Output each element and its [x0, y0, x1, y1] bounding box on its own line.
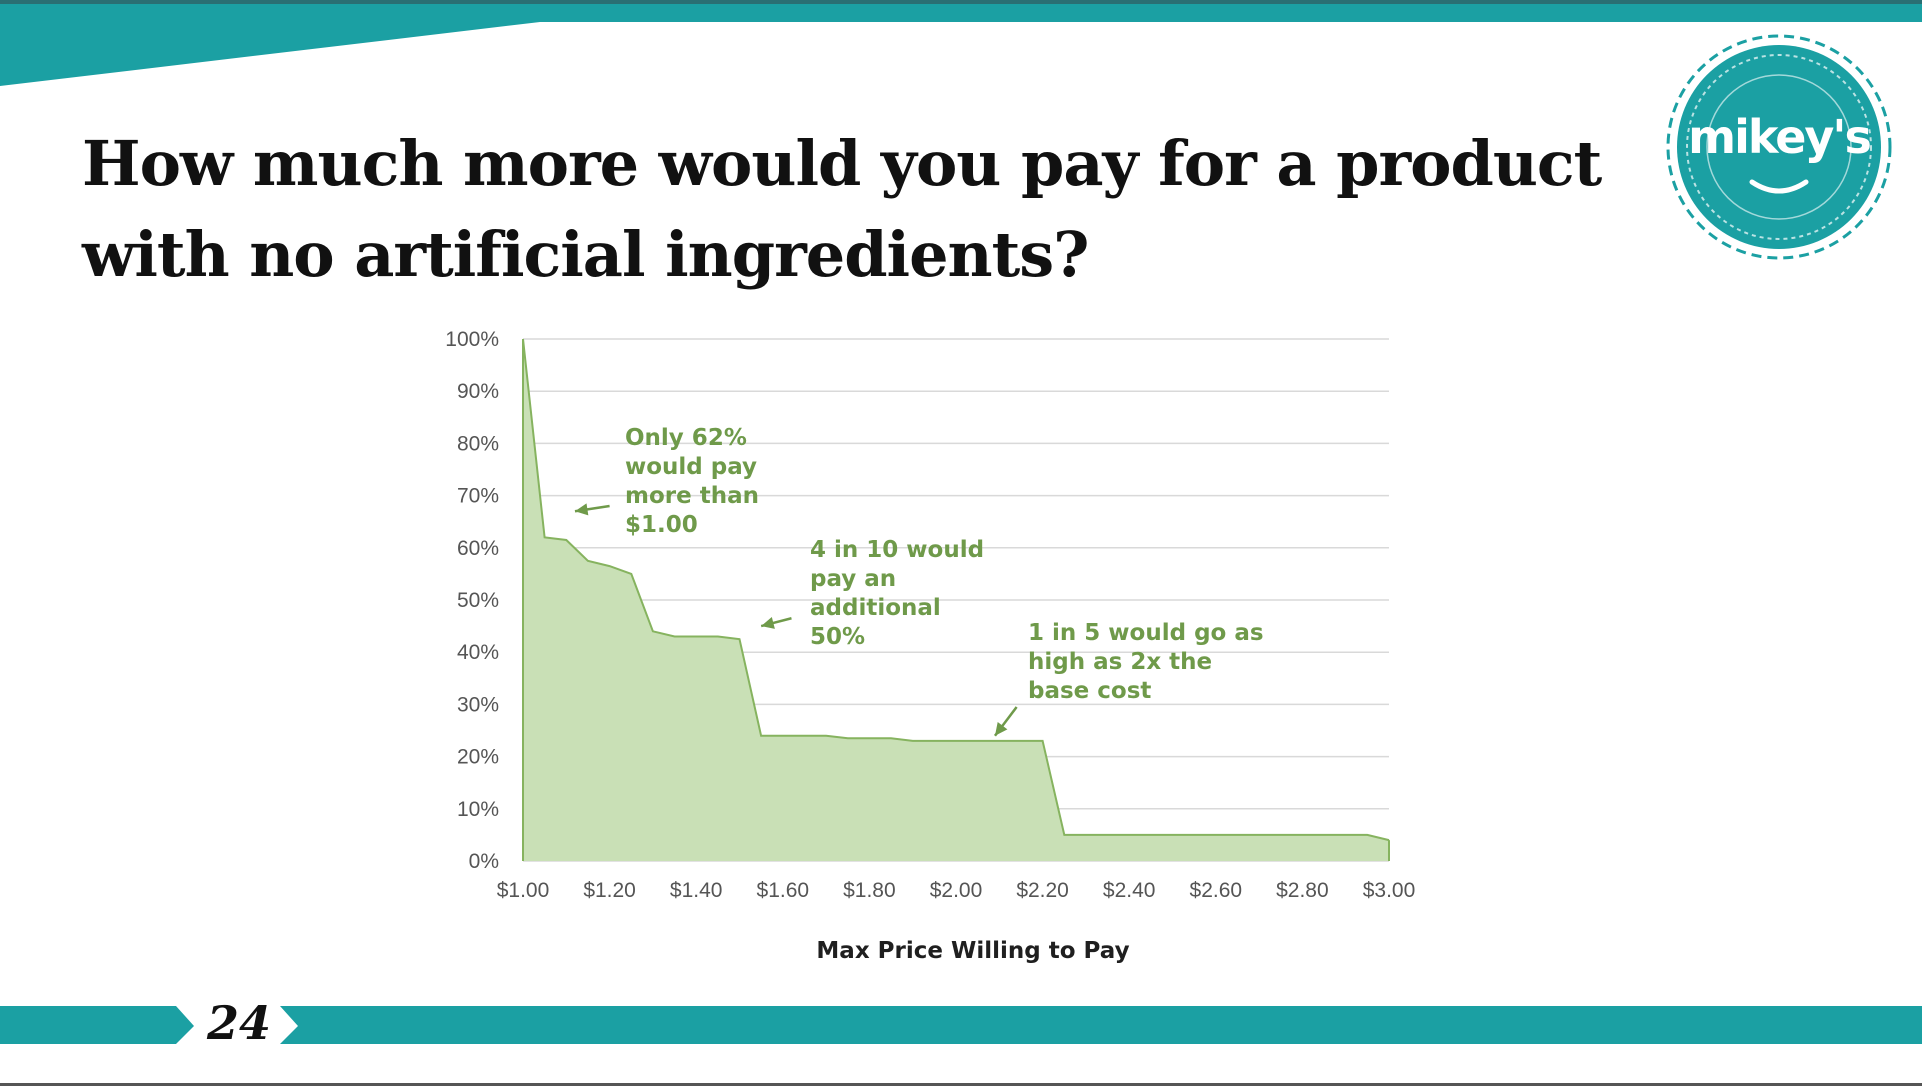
page-number: 24	[206, 996, 271, 1050]
top-teal-banner	[0, 4, 1922, 86]
x-tick-label: $2.80	[1276, 879, 1329, 902]
annotation-line: would pay	[625, 454, 757, 480]
y-tick-label: 100%	[445, 328, 499, 351]
x-axis-label: Max Price Willing to Pay	[816, 938, 1129, 964]
annotation-2: 4 in 10 would pay an additional 50%	[760, 537, 984, 650]
annotation-arrowhead-icon	[761, 617, 775, 629]
x-tick-label: $2.20	[1016, 879, 1069, 902]
y-tick-label: 80%	[457, 432, 499, 455]
x-tick-label: $2.60	[1190, 879, 1243, 902]
y-tick-label: 30%	[457, 693, 499, 716]
x-tick-label: $1.40	[670, 879, 723, 902]
annotation-1: Only 62% would pay more than $1.00	[574, 425, 759, 538]
annotation-line: 1 in 5 would go as	[1028, 620, 1264, 646]
area-fill	[523, 339, 1389, 861]
annotation-arrowhead-icon	[574, 503, 589, 516]
y-tick-label: 90%	[457, 380, 499, 403]
chart-annotations: Only 62% would pay more than $1.00 4 in 10 w…	[574, 425, 1264, 737]
y-tick-label: 0%	[469, 850, 499, 873]
y-tick-label: 50%	[457, 589, 499, 612]
annotation-line: pay an	[810, 566, 896, 592]
slide-title: How much more would you pay for a produc…	[82, 127, 1602, 291]
x-tick-label: $2.40	[1103, 879, 1156, 902]
annotation-line: 4 in 10 would	[810, 537, 984, 563]
brand-logo: mikey's	[1664, 32, 1894, 262]
annotation-3: 1 in 5 would go as high as 2x the base cos…	[993, 620, 1264, 737]
logo-wordmark: mikey's	[1688, 110, 1872, 164]
y-tick-label: 40%	[457, 641, 499, 664]
annotation-line: base cost	[1028, 678, 1151, 704]
y-tick-label: 10%	[457, 798, 499, 821]
x-axis-ticks: $1.00 $1.20 $1.40 $1.60 $1.80 $2.00 $2.20 $2.40…	[497, 879, 1416, 902]
x-tick-label: $1.00	[497, 879, 550, 902]
annotation-line: $1.00	[625, 512, 698, 538]
y-tick-label: 70%	[457, 485, 499, 508]
annotation-arrowhead-icon	[994, 721, 1008, 736]
x-tick-label: $3.00	[1363, 879, 1416, 902]
top-edge-line	[0, 0, 1922, 4]
x-tick-label: $1.60	[757, 879, 810, 902]
x-tick-label: $1.20	[583, 879, 636, 902]
bottom-edge-line	[0, 1083, 1922, 1086]
annotation-line: 50%	[810, 624, 865, 650]
annotation-line: high as 2x the	[1028, 649, 1212, 675]
area-line	[522, 338, 1390, 842]
annotation-line: Only 62%	[625, 425, 747, 451]
x-tick-label: $2.00	[930, 879, 983, 902]
y-tick-label: 20%	[457, 746, 499, 769]
x-tick-label: $1.80	[843, 879, 896, 902]
bottom-teal-bar-left	[0, 1006, 194, 1044]
annotation-line: additional	[810, 595, 941, 621]
y-axis-ticks: 0% 10% 20% 30% 40% 50% 60% 70% 80% 90% 100%	[445, 328, 499, 873]
bottom-teal-bar-right	[280, 1006, 1922, 1044]
chart-area-series	[522, 338, 1390, 861]
logo-badge-icon	[1666, 34, 1892, 260]
y-tick-label: 60%	[457, 537, 499, 560]
annotation-line: more than	[625, 483, 759, 509]
